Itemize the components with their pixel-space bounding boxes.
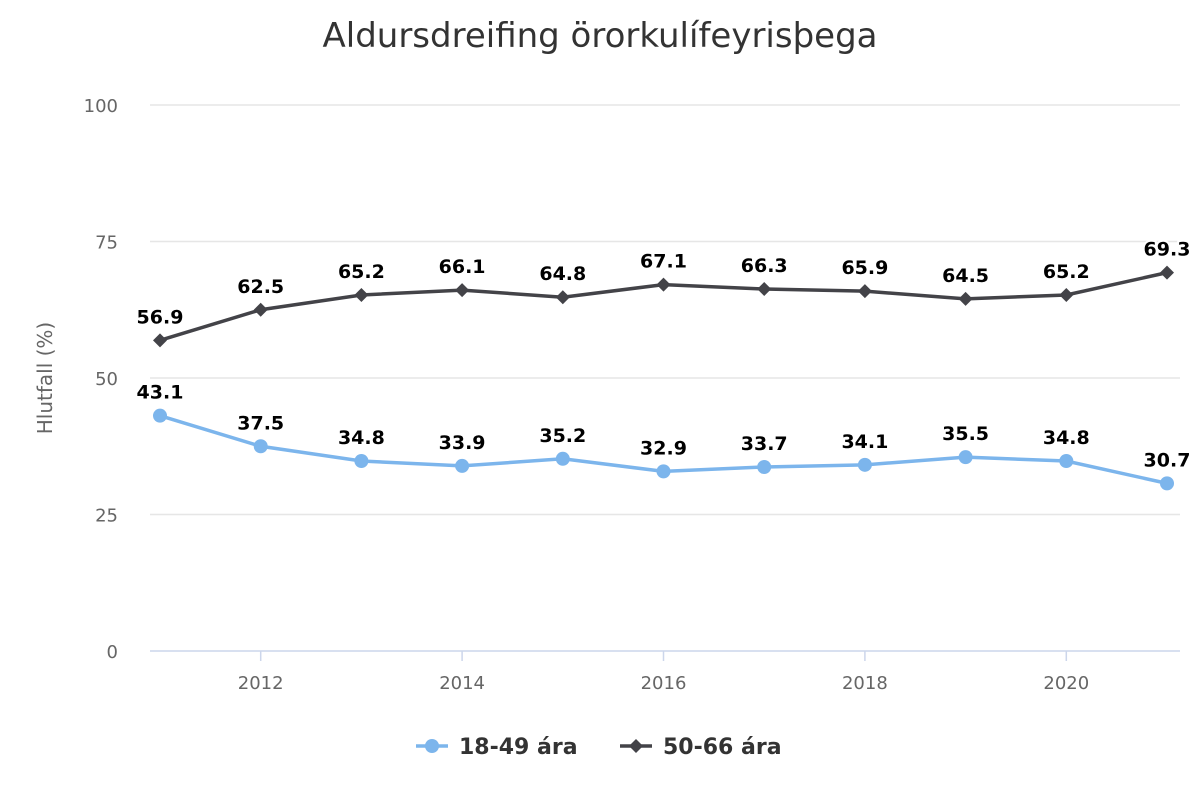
data-point [656, 464, 671, 479]
data-label: 65.2 [1043, 261, 1090, 283]
data-point [354, 288, 369, 303]
data-label: 67.1 [640, 251, 687, 273]
data-label: 65.9 [841, 257, 888, 279]
y-axis-label: Hlutfall (%) [33, 322, 57, 435]
x-tick-label: 2020 [1043, 673, 1089, 694]
data-label: 65.2 [338, 261, 385, 283]
data-point [857, 457, 872, 472]
data-point [354, 453, 369, 468]
data-label: 43.1 [137, 382, 184, 404]
data-label: 33.7 [741, 433, 788, 455]
data-label: 35.2 [539, 425, 586, 447]
data-point [656, 277, 671, 292]
data-point [253, 302, 268, 317]
data-point [1160, 265, 1174, 280]
data-point [455, 458, 470, 473]
legend-marker-circle-icon [425, 739, 439, 753]
chart-title: Aldursdreifing örorkulífeyrisþega [322, 16, 877, 56]
data-label: 56.9 [137, 306, 184, 328]
data-label: 32.9 [640, 437, 687, 459]
y-tick-label: 0 [107, 642, 118, 663]
data-label: 64.8 [539, 263, 586, 285]
data-label: 66.1 [439, 256, 486, 278]
data-label: 37.5 [237, 412, 284, 434]
data-point [555, 451, 570, 466]
x-tick-label: 2014 [439, 673, 485, 694]
legend-label: 50-66 ára [663, 735, 782, 760]
data-label: 34.1 [841, 431, 888, 453]
x-tick-label: 2012 [238, 673, 284, 694]
y-tick-label: 100 [84, 96, 118, 117]
data-point [1059, 453, 1074, 468]
x-tick-label: 2016 [641, 673, 687, 694]
data-label: 34.8 [338, 427, 385, 449]
data-point [555, 290, 570, 305]
data-point [958, 450, 973, 465]
x-tick-label: 2018 [842, 673, 888, 694]
data-label: 64.5 [942, 265, 989, 287]
data-label: 62.5 [237, 276, 284, 298]
data-point [153, 333, 167, 348]
y-tick-label: 75 [95, 233, 118, 254]
data-point [253, 439, 268, 454]
data-point [757, 459, 772, 474]
y-tick-label: 50 [95, 369, 118, 390]
legend-label: 18-49 ára [459, 735, 578, 760]
data-point [958, 291, 973, 306]
data-label: 34.8 [1043, 427, 1090, 449]
data-label: 35.5 [942, 423, 989, 445]
data-point [1160, 476, 1174, 491]
data-label: 66.3 [741, 255, 788, 277]
data-point [757, 282, 772, 297]
data-label: 33.9 [439, 432, 486, 454]
data-point [455, 283, 470, 298]
data-point [153, 408, 167, 423]
data-label: 30.7 [1144, 449, 1191, 471]
data-point [857, 284, 872, 299]
legend-marker-diamond-icon [629, 739, 643, 753]
data-point [1059, 288, 1074, 303]
y-tick-label: 25 [95, 506, 118, 527]
data-label: 69.3 [1144, 239, 1191, 261]
